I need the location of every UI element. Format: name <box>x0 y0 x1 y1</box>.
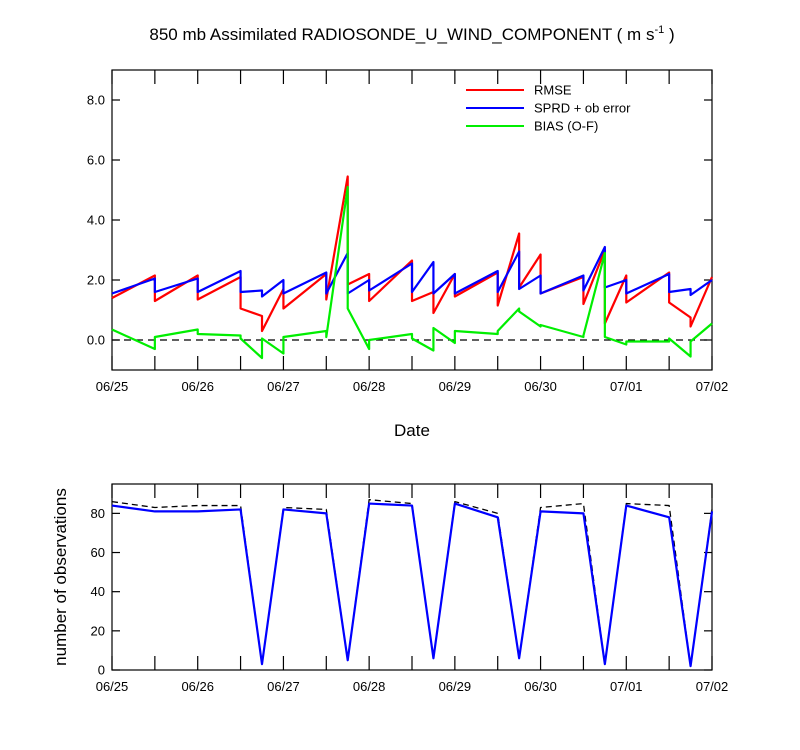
top-x-axis-title: Date <box>394 421 430 440</box>
title-end: ) <box>664 25 674 44</box>
y-tick-label: 60 <box>91 545 105 560</box>
x-tick-label: 06/30 <box>524 679 557 694</box>
x-tick-label: 07/01 <box>610 679 643 694</box>
y-tick-label: 40 <box>91 584 105 599</box>
y-tick-label: 80 <box>91 506 105 521</box>
x-tick-label: 06/28 <box>353 679 386 694</box>
series-line-used <box>111 502 714 668</box>
y-tick-label: 0 <box>98 663 105 678</box>
x-tick-label: 06/26 <box>181 379 214 394</box>
x-tick-label: 06/29 <box>439 679 472 694</box>
x-tick-label: 06/27 <box>267 679 300 694</box>
legend-label: SPRD + ob error <box>534 101 631 116</box>
y-tick-label: 8.0 <box>87 93 105 108</box>
top-panel: 06/25 06/26 06/27 06/28 06/29 06/30 07/01 07/02… <box>87 69 729 394</box>
series-line-sprd-ob-error <box>111 245 713 298</box>
bottom-y-axis-title: number of observations <box>51 488 70 666</box>
x-tick-label: 06/30 <box>524 379 557 394</box>
series-line-bias-o-f <box>111 185 713 360</box>
bottom-panel: 06/25 06/26 06/27 06/28 06/29 06/30 07/01 07/02… <box>91 483 729 694</box>
x-tick-label: 06/25 <box>96 379 129 394</box>
legend: RMSE SPRD + ob error BIAS (O-F) <box>466 83 631 134</box>
x-tick-label: 06/29 <box>439 379 472 394</box>
x-tick-label: 06/25 <box>96 679 129 694</box>
x-tick-label: 07/02 <box>696 679 729 694</box>
y-tick-label: 0.0 <box>87 333 105 348</box>
legend-label: BIAS (O-F) <box>534 119 598 134</box>
x-tick-label: 07/02 <box>696 379 729 394</box>
x-tick-label: 07/01 <box>610 379 643 394</box>
y-tick-label: 2.0 <box>87 273 105 288</box>
y-tick-label: 20 <box>91 623 105 638</box>
y-tick-label: 4.0 <box>87 213 105 228</box>
x-tick-label: 06/27 <box>267 379 300 394</box>
y-tick-label: 6.0 <box>87 153 105 168</box>
chart-title: 850 mb Assimilated RADIOSONDE_U_WIND_COM… <box>149 24 674 44</box>
x-tick-label: 06/28 <box>353 379 386 394</box>
legend-label: RMSE <box>534 83 572 98</box>
series-line-possible <box>111 499 713 667</box>
x-tick-label: 06/26 <box>181 679 214 694</box>
series-line-rmse <box>111 175 714 333</box>
title-exponent: -1 <box>654 24 664 36</box>
